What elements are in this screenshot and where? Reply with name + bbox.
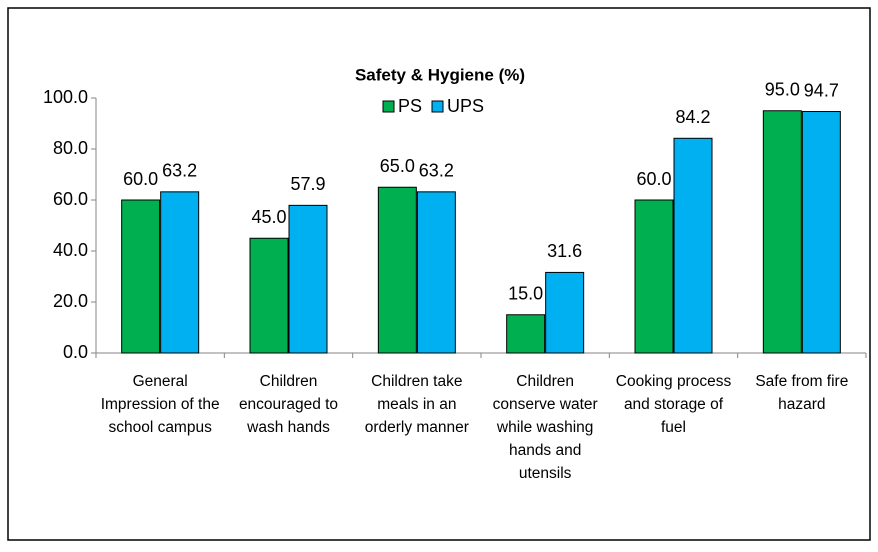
y-tick-label: 100.0 xyxy=(43,87,88,107)
bar xyxy=(377,186,417,354)
bar xyxy=(634,199,674,354)
x-tick-label: Children take meals in an orderly manner xyxy=(364,373,469,436)
legend-label: UPS xyxy=(447,96,484,116)
x-tick-label: Cooking process and storage of fuel xyxy=(615,373,732,436)
bar xyxy=(506,314,546,354)
bar xyxy=(288,204,328,354)
value-label: 65.0 xyxy=(380,156,415,176)
value-label: 95.0 xyxy=(765,80,800,100)
value-label: 63.2 xyxy=(162,161,197,181)
value-label: 60.0 xyxy=(123,169,158,189)
value-label: 31.6 xyxy=(547,241,582,261)
x-tick-label: Children encouraged to wash hands xyxy=(238,373,339,436)
value-label: 45.0 xyxy=(251,207,286,227)
bar xyxy=(416,191,456,354)
value-label: 57.9 xyxy=(290,174,325,194)
x-tick-label: Children conserve water while washing ha… xyxy=(492,373,598,482)
bar xyxy=(121,199,161,354)
legend-swatch xyxy=(431,100,444,113)
value-label: 60.0 xyxy=(636,169,671,189)
chart-border xyxy=(7,7,871,541)
y-tick-label: 80.0 xyxy=(53,138,88,158)
x-tick-label: General Impression of the school campus xyxy=(100,373,220,436)
bar xyxy=(762,110,802,354)
chart-title: Safety & Hygiene (%) xyxy=(355,65,525,84)
y-tick-label: 0.0 xyxy=(63,342,88,362)
value-label: 94.7 xyxy=(804,80,839,100)
value-label: 15.0 xyxy=(508,284,543,304)
bar xyxy=(249,237,289,354)
value-label: 63.2 xyxy=(419,161,454,181)
y-tick-label: 60.0 xyxy=(53,189,88,209)
legend-swatch xyxy=(382,100,395,113)
bar xyxy=(673,137,713,354)
y-tick-label: 40.0 xyxy=(53,240,88,260)
y-tick-label: 20.0 xyxy=(53,291,88,311)
bar xyxy=(801,111,841,354)
bar xyxy=(545,271,585,354)
value-label: 84.2 xyxy=(675,107,710,127)
legend-label: PS xyxy=(398,96,422,116)
x-tick-label: Safe from fire hazard xyxy=(755,373,849,413)
bar xyxy=(160,191,200,354)
